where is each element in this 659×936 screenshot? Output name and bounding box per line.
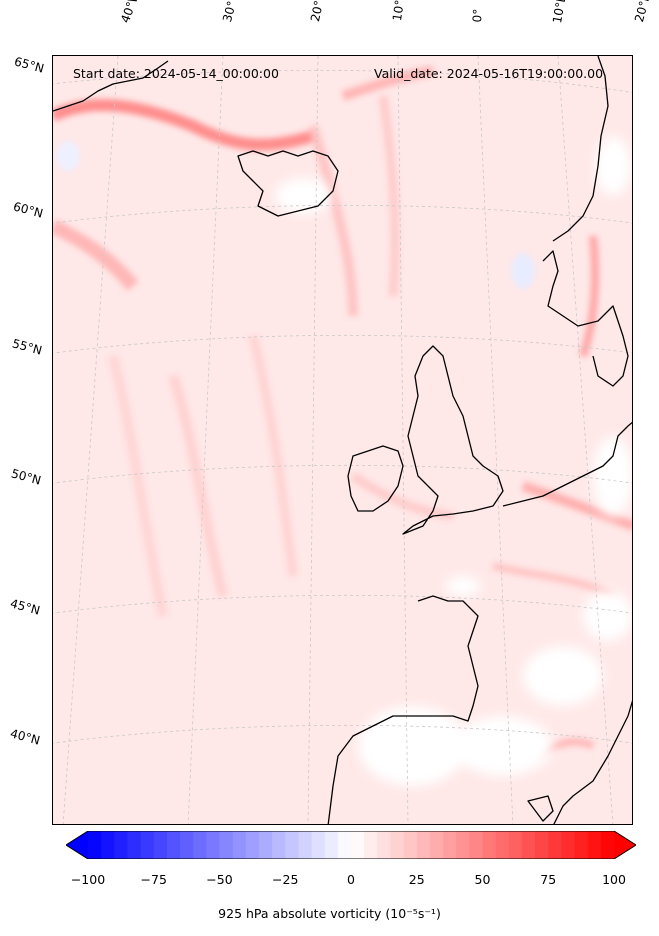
- colorbar-segment: [180, 831, 194, 859]
- colorbar-segment: [377, 831, 391, 859]
- colorbar-segment: [469, 831, 483, 859]
- corsica-coast: [527, 795, 554, 822]
- colorbar-segment: [258, 831, 273, 859]
- lon-label-0: 0°: [470, 8, 485, 23]
- italy-coast: [553, 700, 632, 824]
- colorbar-tick-label: 25: [408, 872, 425, 887]
- colorbar-segment: [390, 831, 405, 859]
- colorbar-tick-label: 0: [347, 872, 355, 887]
- lon-label-20e: 20°E: [632, 0, 653, 24]
- colorbar-segment: [600, 831, 615, 859]
- lat-label-40n: 40°N: [8, 726, 42, 748]
- lat-label-45n: 45°N: [8, 596, 42, 618]
- colorbar-segment: [153, 831, 168, 859]
- lon-label-30w: 30°W: [220, 0, 243, 24]
- colorbar-extend-high: [614, 831, 636, 859]
- colorbar-segment: [88, 831, 102, 859]
- colorbar-segments: [66, 831, 636, 859]
- lat-label-50n: 50°N: [9, 466, 43, 488]
- north-sea-coast: [502, 421, 632, 507]
- colorbar-segment: [245, 831, 260, 859]
- valid-date-label: Valid_date: 2024-05-16T19:00:00.00: [374, 66, 604, 81]
- low-vorticity-patches: [275, 136, 632, 786]
- lon-label-10w: 10°W: [390, 0, 409, 22]
- colorbar-segment: [114, 831, 128, 859]
- lon-label-40w: 40°W: [118, 0, 143, 25]
- map-panel: [52, 55, 633, 825]
- colorbar-segment: [298, 831, 313, 859]
- great-britain-coast: [402, 345, 504, 535]
- colorbar-segment: [456, 831, 470, 859]
- greenland-coast: [53, 60, 169, 112]
- colorbar-segment: [272, 831, 286, 859]
- colorbar-label: 925 hPa absolute vorticity (10⁻⁵s⁻¹): [218, 906, 441, 921]
- colorbar-tick-label: −75: [140, 872, 167, 887]
- colorbar-segment: [127, 831, 142, 859]
- colorbar-tick-label: −100: [70, 872, 106, 887]
- lon-label-10e: 10°E: [550, 0, 569, 25]
- iceland-coast: [237, 150, 339, 217]
- colorbar-segment: [166, 831, 181, 859]
- negative-vorticity-patches: [56, 141, 535, 289]
- colorbar-segment: [548, 831, 562, 859]
- colorbar-segment: [351, 831, 365, 859]
- colorbar-segment: [535, 831, 549, 859]
- colorbar-segment: [364, 831, 378, 859]
- colorbar-segment: [482, 831, 497, 859]
- colorbar-segment: [101, 831, 115, 859]
- colorbar-segment: [193, 831, 207, 859]
- vorticity-map: [53, 56, 632, 824]
- colorbar-segment: [337, 831, 352, 859]
- colorbar-segment: [232, 831, 247, 859]
- colorbar-tick-label: 50: [474, 872, 491, 887]
- france-spain-coast: [327, 595, 479, 824]
- scandinavia-coast: [552, 56, 609, 242]
- colorbar-extend-low: [66, 831, 88, 859]
- colorbar-segment: [140, 831, 155, 859]
- colorbar-segment: [574, 831, 589, 859]
- lon-label-20w: 20°W: [308, 0, 329, 23]
- colorbar-segment: [219, 831, 234, 859]
- lat-label-60n: 60°N: [11, 199, 45, 221]
- field-background: [53, 56, 632, 824]
- colorbar-tick-label: −25: [272, 872, 299, 887]
- colorbar-segment: [311, 831, 326, 859]
- coastlines: [53, 56, 632, 824]
- colorbar-segment: [443, 831, 457, 859]
- lat-label-65n: 65°N: [12, 54, 46, 76]
- colorbar-segment: [403, 831, 418, 859]
- start-date-label: Start date: 2024-05-14_00:00:00: [73, 66, 279, 81]
- colorbar-tick-label: 75: [540, 872, 557, 887]
- colorbar-segment: [587, 831, 602, 859]
- colorbar-segment: [561, 831, 576, 859]
- colorbar-segment: [416, 831, 431, 859]
- colorbar-segment: [324, 831, 339, 859]
- colorbar-segment: [285, 831, 299, 859]
- graticule: [53, 56, 632, 824]
- colorbar-tick-label: 100: [602, 872, 626, 887]
- colorbar-segment: [495, 831, 510, 859]
- lat-label-55n: 55°N: [10, 336, 44, 358]
- colorbar-segment: [429, 831, 444, 859]
- colorbar-tick-label: −50: [206, 872, 233, 887]
- colorbar-segment: [206, 831, 220, 859]
- norway-coast: [542, 250, 629, 387]
- colorbar-segment: [508, 831, 523, 859]
- ireland-coast: [347, 445, 404, 512]
- colorbar: [66, 831, 636, 859]
- colorbar-segment: [521, 831, 536, 859]
